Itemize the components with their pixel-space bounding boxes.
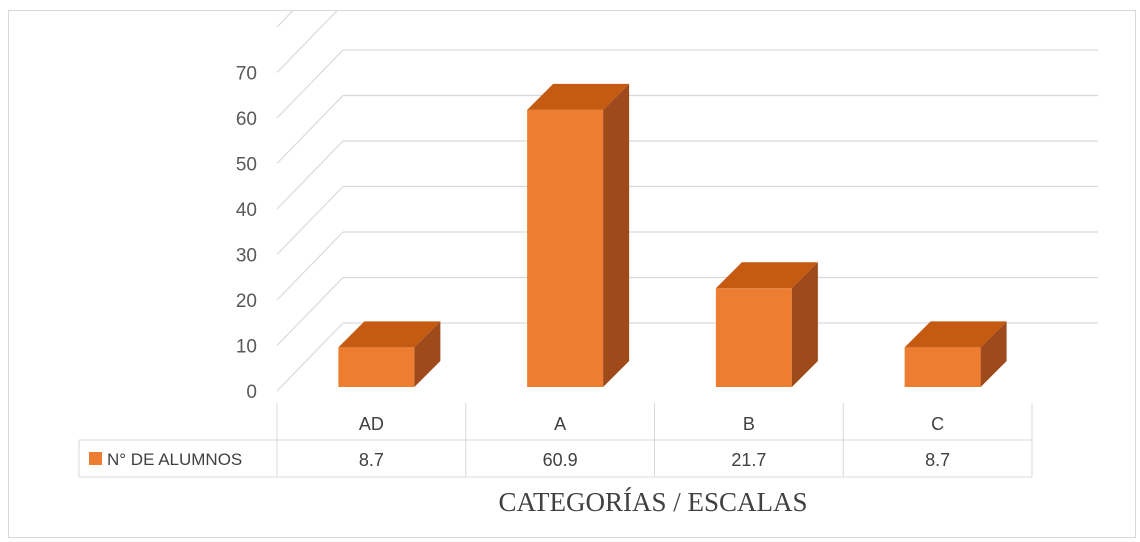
bar-chart: 0 10 20 30 40 50 60 70 AD 8.7 A 60.9 B 21.7 C 8.7 N° DE… — [78, 11, 1098, 517]
bar-ad — [338, 321, 441, 387]
gridline-depth — [276, 186, 344, 255]
bar-side — [414, 321, 441, 387]
x-tick-label: C — [931, 414, 944, 434]
gridline-depth — [276, 277, 344, 346]
gridline-depth — [276, 140, 344, 210]
y-tick-label: 0 — [246, 382, 257, 403]
bar-front — [904, 347, 981, 387]
bar-side — [980, 321, 1007, 387]
bar-b — [715, 262, 818, 387]
gridline-depth — [276, 49, 344, 119]
bar-top — [904, 321, 1007, 348]
gridline-depth — [276, 95, 344, 164]
data-label: 8.7 — [925, 450, 950, 470]
bar-side — [603, 83, 630, 387]
bar-c — [904, 321, 1007, 387]
data-label: 8.7 — [359, 450, 384, 470]
bar-front — [338, 347, 415, 387]
y-tick-label: 40 — [236, 200, 257, 221]
gridline-depth — [276, 322, 344, 392]
bar-front — [527, 109, 604, 387]
bar-top — [715, 262, 818, 289]
data-label: 60.9 — [543, 450, 578, 470]
legend-label: N° DE ALUMNOS — [107, 450, 242, 469]
gridline-depth — [276, 231, 344, 301]
legend-swatch — [89, 452, 102, 465]
bar-front — [715, 288, 792, 387]
y-tick-label: 60 — [236, 109, 257, 130]
gridline-depth — [276, 11, 338, 73]
data-label: 21.7 — [731, 450, 766, 470]
x-tick-label: B — [743, 414, 755, 434]
bar-a — [527, 83, 630, 387]
y-tick-label: 30 — [236, 246, 257, 267]
bar-top — [527, 83, 630, 110]
x-tick-label: AD — [359, 414, 384, 434]
y-tick-label: 20 — [236, 291, 257, 312]
x-axis-title: CATEGORÍAS / ESCALAS — [498, 487, 807, 517]
y-tick-label: 70 — [236, 64, 257, 85]
bar-side — [791, 262, 818, 387]
bar-top — [338, 321, 441, 348]
y-tick-label: 50 — [236, 155, 257, 176]
x-tick-label: A — [554, 414, 566, 434]
y-tick-label: 10 — [236, 337, 257, 358]
chart-frame: 0 10 20 30 40 50 60 70 AD 8.7 A 60.9 B 21.7 C 8.7 N° DE… — [8, 10, 1136, 538]
gridline-depth — [276, 11, 294, 28]
